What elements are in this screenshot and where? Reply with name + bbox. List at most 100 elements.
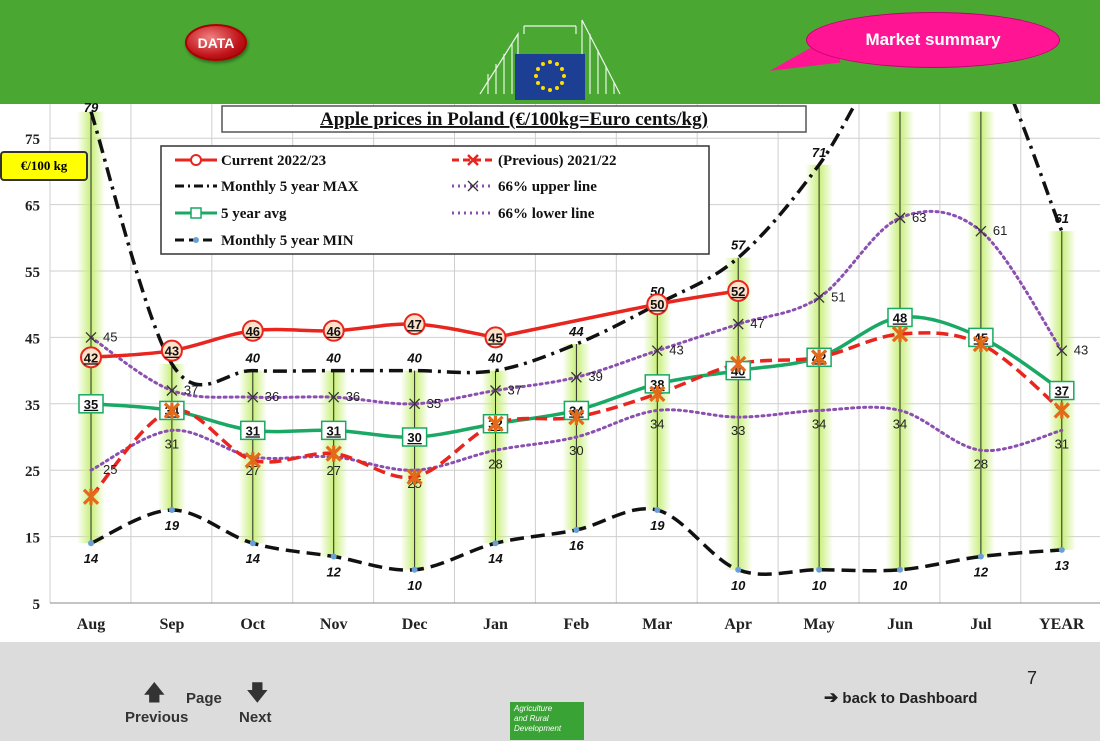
lower-value-label: 30: [569, 443, 583, 458]
legend-label-max: Monthly 5 year MAX: [221, 179, 359, 195]
min-value-label: 10: [812, 578, 827, 593]
agri-line-1: Agriculture: [514, 704, 553, 713]
agri-line-2: and Rural: [514, 714, 549, 723]
min-marker: [330, 553, 337, 560]
y-tick-label: 15: [25, 531, 40, 547]
upper-marker: [570, 371, 582, 383]
x-tick-label: Jul: [970, 616, 992, 633]
previous-marker: [325, 445, 342, 462]
max-value-label: 57: [731, 238, 746, 253]
current-value-label: 46: [246, 324, 260, 339]
max-value-label: 61: [1055, 211, 1069, 226]
y-tick-label: 45: [25, 331, 40, 347]
x-tick-label: Dec: [402, 616, 428, 633]
x-tick-label: Jan: [483, 616, 508, 633]
upper-marker: [813, 292, 825, 304]
max-value-label: 40: [406, 351, 422, 366]
avg-value-label: 35: [84, 397, 98, 412]
back-to-dashboard-link[interactable]: ➔ back to Dashboard: [824, 688, 977, 708]
avg-marker-box: [401, 427, 428, 447]
eu-commission-logo: [479, 19, 621, 100]
min-marker: [1058, 546, 1065, 553]
up-arrow-icon[interactable]: 🡅: [143, 680, 166, 705]
min-value-label: 12: [974, 565, 989, 580]
market-summary-button[interactable]: Market summary: [806, 12, 1060, 68]
current-season-line: [495, 289, 739, 340]
upper-marker: [1056, 345, 1068, 357]
legend-marker: [190, 154, 202, 166]
next-page-link[interactable]: Next: [239, 709, 272, 726]
y-tick-label: 35: [25, 398, 40, 414]
legend-label-lower: 66% lower line: [498, 206, 595, 222]
y-tick-label: 75: [25, 132, 40, 148]
current-marker: [484, 326, 507, 349]
min-value-label: 19: [650, 518, 665, 533]
current-value-label: 50: [650, 297, 664, 312]
back-to-dashboard-label[interactable]: back to Dashboard: [842, 690, 978, 707]
upper-value-label: 51: [831, 290, 845, 305]
legend-box: [160, 145, 710, 255]
min-value-label: 10: [893, 578, 908, 593]
lower-value-label: 34: [650, 416, 664, 431]
legend-marker: [467, 180, 479, 192]
previous-marker: [891, 325, 909, 343]
lower-value-label: 27: [326, 463, 340, 478]
avg-marker-box: [320, 420, 347, 441]
min-value-label: 13: [1055, 558, 1070, 573]
upper-marker: [975, 225, 987, 237]
previous-marker: [730, 355, 747, 373]
min-marker: [735, 566, 742, 573]
min-marker: [168, 507, 175, 514]
x-tick-label: Apr: [724, 616, 752, 633]
agri-rural-logo: Agriculture and Rural Development: [510, 702, 584, 740]
down-arrow-icon[interactable]: 🡇: [246, 680, 269, 705]
x-tick-label: Aug: [77, 616, 105, 633]
y-tick-label: 65: [25, 199, 40, 215]
min-value-label: 14: [246, 551, 261, 566]
legend-label-min: Monthly 5 year MIN: [221, 233, 354, 249]
min-marker: [492, 540, 499, 547]
upper-value-label: 36: [265, 389, 279, 404]
previous-marker: [810, 349, 828, 366]
upper-marker: [732, 318, 744, 330]
lower-value-label: 34: [812, 416, 826, 431]
lower-value-label: 28: [974, 456, 988, 471]
avg-marker-box: [240, 420, 266, 441]
current-season-line: [90, 322, 496, 360]
upper-marker: [247, 391, 259, 403]
previous-marker: [487, 415, 504, 432]
upper-marker: [894, 212, 906, 224]
x-tick-label: Oct: [240, 616, 266, 633]
min-marker: [816, 566, 823, 573]
min-marker: [573, 526, 580, 533]
min-value-label: 14: [84, 551, 99, 566]
min-value-label: 12: [326, 565, 341, 580]
x-tick-label: YEAR: [1039, 616, 1085, 633]
x-tick-label: Sep: [159, 616, 184, 633]
chart-title-box: [221, 105, 807, 133]
previous-marker: [972, 335, 990, 353]
x-tick-label: Jun: [887, 616, 913, 633]
avg-marker-box: [1049, 380, 1075, 401]
avg-value-label: 31: [246, 423, 260, 438]
avg-value-label: 37: [1055, 384, 1069, 399]
y-tick-label: 5: [33, 597, 41, 613]
current-marker: [80, 346, 102, 369]
previous-marker: [82, 488, 100, 505]
upper-value-label: 47: [750, 316, 764, 331]
min-marker: [411, 566, 418, 573]
max-value-label: 40: [245, 351, 261, 366]
data-button[interactable]: DATA: [185, 24, 247, 61]
current-marker: [160, 339, 183, 362]
right-arrow-icon: ➔: [824, 688, 839, 707]
upper-value-label: 37: [184, 383, 198, 398]
min-value-label: 10: [731, 578, 746, 593]
upper-value-label: 36: [346, 389, 360, 404]
lower-value-label: 31: [1055, 436, 1069, 451]
max-5yr-line: [89, 104, 1064, 387]
legend-marker: [467, 154, 479, 166]
current-value-label: 43: [165, 344, 179, 359]
page-label: Page: [186, 690, 222, 707]
previous-page-link[interactable]: Previous: [125, 709, 189, 726]
